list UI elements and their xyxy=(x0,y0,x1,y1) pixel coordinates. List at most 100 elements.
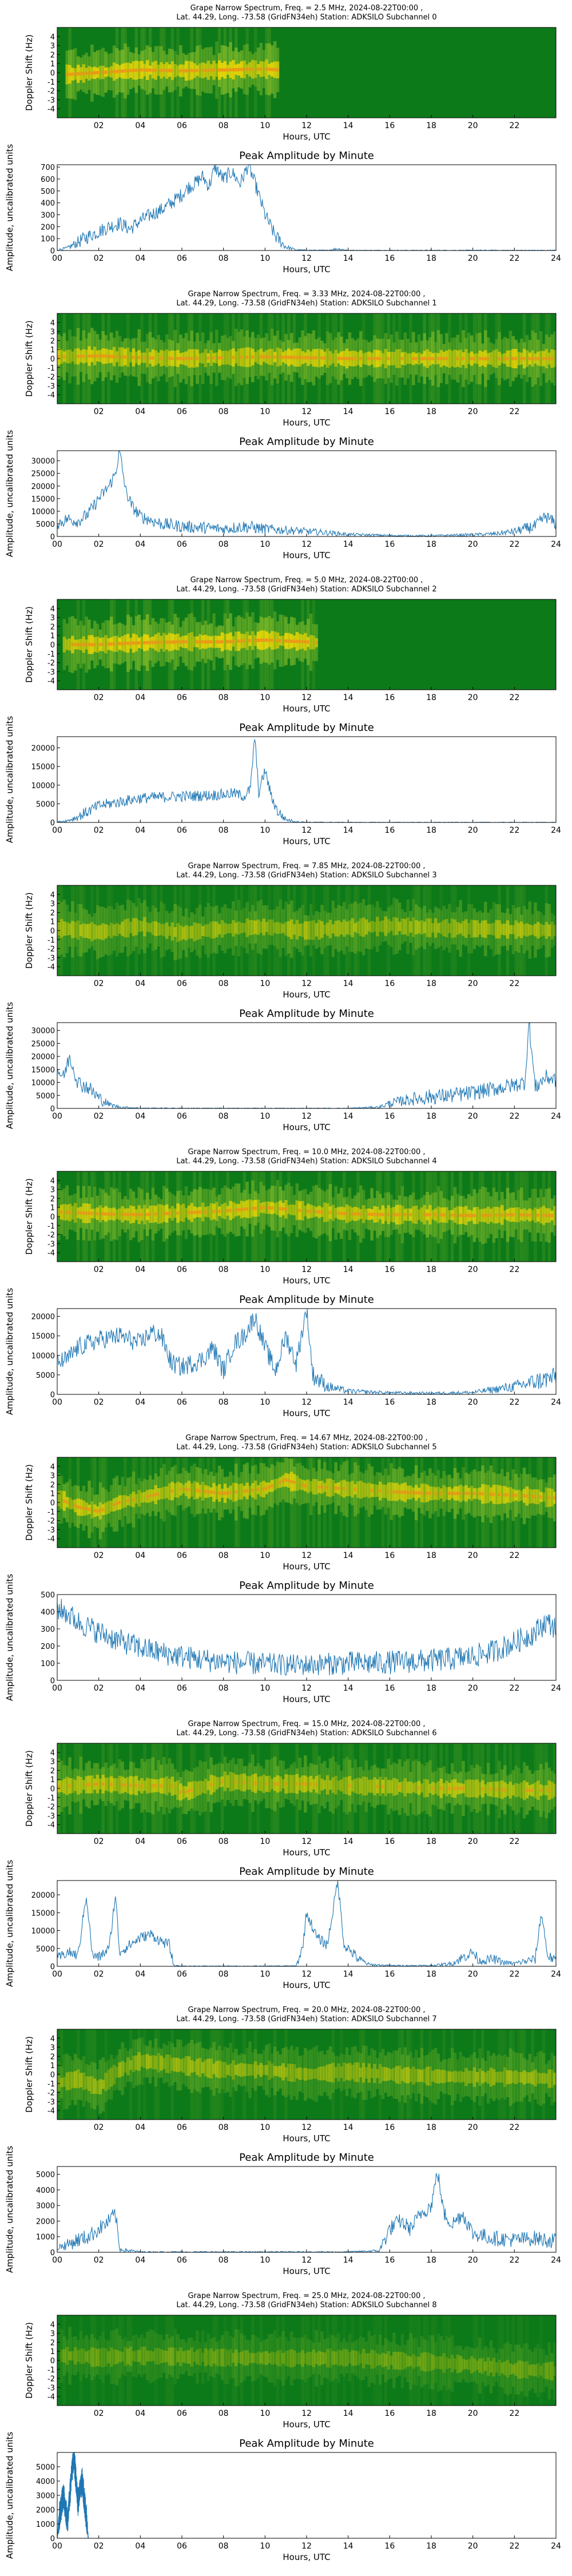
spectrogram-striation xyxy=(392,313,396,404)
y-tick-label: 10000 xyxy=(31,508,55,516)
spectrogram-peak xyxy=(534,1494,537,1498)
spectrogram-halo xyxy=(522,1762,526,1819)
spectrogram-core xyxy=(531,925,534,935)
spectrogram-peak xyxy=(470,357,474,360)
spectrogram-peak xyxy=(201,69,205,72)
spectrogram-halo xyxy=(118,2335,122,2379)
x-tick-label: 16 xyxy=(384,540,395,549)
y-tick-label: 4 xyxy=(50,2321,55,2329)
spectrogram-striation xyxy=(439,885,443,976)
spectrogram-peak xyxy=(462,1787,465,1790)
x-tick-label: 20 xyxy=(468,2542,478,2551)
spectrogram-core xyxy=(187,2056,191,2076)
spectrogram-striation xyxy=(362,1743,366,1834)
spectrogram-core xyxy=(495,1484,498,1505)
spectrogram-core xyxy=(503,1210,507,1220)
spectrogram-halo xyxy=(132,2040,136,2088)
spectrogram-striation xyxy=(243,2029,247,2120)
spectrogram-core xyxy=(212,921,216,939)
y-tick-label: -1 xyxy=(47,364,55,373)
spectrogram-core xyxy=(539,351,543,367)
spectrogram-core xyxy=(331,353,335,364)
spectrogram-peak xyxy=(101,1782,105,1786)
spectrogram-core xyxy=(271,919,274,936)
spectrogram-core xyxy=(475,920,479,937)
spectrogram-peak xyxy=(82,1211,86,1215)
spectrogram-halo xyxy=(351,1767,354,1804)
spectrogram-halo xyxy=(212,2337,216,2378)
y-tick-label: 600 xyxy=(41,176,55,184)
spectrogram-peak xyxy=(124,355,127,359)
spectrogram-core xyxy=(412,2066,415,2085)
y-tick-label: 25000 xyxy=(31,1040,55,1048)
spectrogram-halo xyxy=(464,2058,468,2096)
spectrogram-peak xyxy=(140,68,144,72)
spectrogram-peak xyxy=(414,1491,418,1494)
x-tick-label: 10 xyxy=(260,2409,270,2418)
spectrogram-halo xyxy=(439,910,443,946)
spectrogram-halo xyxy=(520,1773,523,1808)
spectrogram-core xyxy=(417,2069,421,2082)
spectrogram-halo xyxy=(240,2053,244,2087)
spectrogram-core xyxy=(184,1207,188,1218)
spectrogram-halo xyxy=(547,2060,551,2097)
spectrogram-halo xyxy=(215,2342,219,2374)
y-tick-label: 15000 xyxy=(31,763,55,772)
spectrogram-halo xyxy=(82,1770,86,1800)
spectrogram-peak xyxy=(281,355,285,359)
spectrogram-peak xyxy=(284,355,288,359)
spectrogram-striation xyxy=(342,1743,346,1834)
spectrogram-core xyxy=(364,352,368,365)
spectrogram-core xyxy=(381,920,385,933)
spectrogram-core xyxy=(439,2356,443,2370)
x-axis-label: Hours, UTC xyxy=(283,836,330,846)
y-tick-label: -2 xyxy=(47,2089,55,2098)
spectrogram-core xyxy=(110,2347,113,2367)
y-axis-label: Amplitude, uncalibrated units xyxy=(5,144,15,272)
spectrogram-core xyxy=(403,919,407,935)
spectrogram-core xyxy=(151,1205,155,1223)
spectrogram-striation xyxy=(537,1457,540,1548)
spectrogram-halo xyxy=(528,901,531,959)
spectrogram-peak xyxy=(220,356,224,360)
spectrogram-peak xyxy=(146,1494,149,1498)
spectrogram-halo xyxy=(240,2333,244,2383)
spectrogram-core xyxy=(436,2356,440,2369)
spectrogram-core xyxy=(289,2064,293,2082)
spectrogram-peak xyxy=(110,355,113,359)
spectrogram-core xyxy=(107,1501,110,1514)
spectrogram-striation xyxy=(304,2315,307,2406)
spectrogram-halo xyxy=(209,906,213,954)
spectrogram-core xyxy=(196,2350,199,2365)
spectrogram-core xyxy=(85,2076,88,2089)
spectrogram-halo xyxy=(553,915,556,946)
spectrogram-peak xyxy=(265,67,268,71)
spectrogram-title-line1: Grape Narrow Spectrum, Freq. = 25.0 MHz,… xyxy=(188,2292,425,2300)
y-tick-label: 4000 xyxy=(36,2187,55,2195)
spectrogram-core xyxy=(436,1781,440,1796)
x-axis-label: Hours, UTC xyxy=(283,703,330,714)
spectrogram-core xyxy=(160,1204,163,1223)
spectrogram-core xyxy=(115,2350,119,2364)
spectrogram-core xyxy=(481,920,484,937)
spectrogram-title-line2: Lat. 44.29, Long. -73.58 (GridFN34eh) St… xyxy=(176,1729,436,1738)
spectrogram-halo xyxy=(68,1479,72,1528)
spectrogram-halo xyxy=(165,911,169,951)
spectrogram-core xyxy=(201,2062,205,2073)
amplitude-title: Peak Amplitude by Minute xyxy=(239,2152,374,2164)
spectrogram-core xyxy=(378,1776,382,1796)
spectrogram-striation xyxy=(409,2029,412,2120)
spectrogram-halo xyxy=(472,1768,476,1810)
spectrogram-halo xyxy=(364,2046,368,2100)
spectrogram-halo xyxy=(317,337,321,379)
spectrogram-peak xyxy=(547,1214,551,1218)
spectrogram-peak xyxy=(528,1213,531,1217)
spectrogram-striation xyxy=(232,2315,235,2406)
spectrogram-halo xyxy=(467,1771,471,1806)
spectrogram-striation xyxy=(88,2029,91,2120)
spectrogram-halo xyxy=(173,1195,177,1231)
y-tick-label: 1 xyxy=(50,2348,55,2356)
x-tick-label: 22 xyxy=(509,1398,519,1407)
spectrogram-core xyxy=(553,1783,556,1797)
